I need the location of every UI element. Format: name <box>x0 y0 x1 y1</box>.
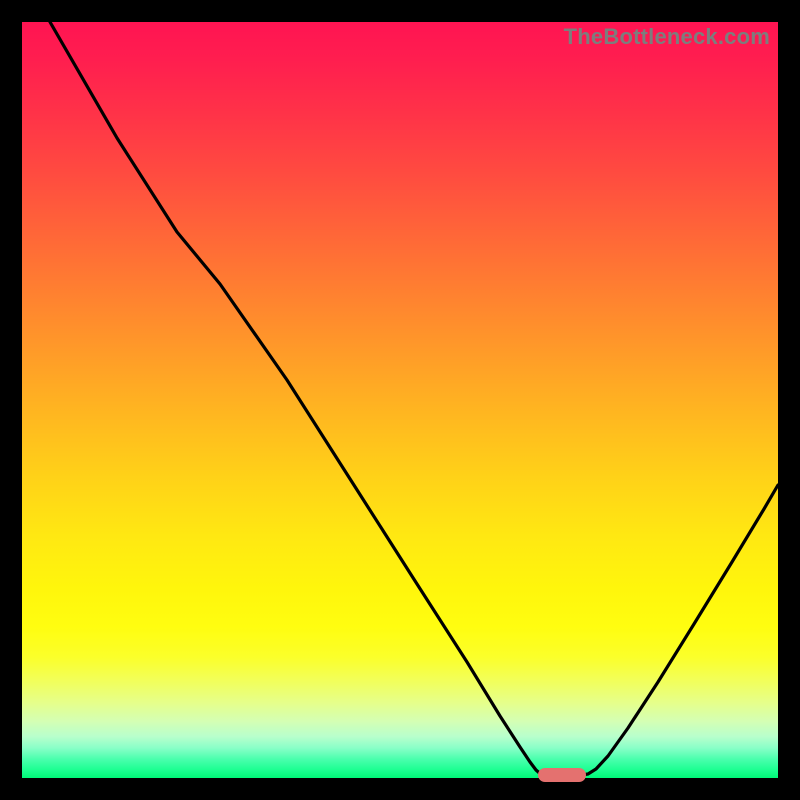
optimal-marker <box>538 768 586 782</box>
plot-area: TheBottleneck.com <box>22 22 778 778</box>
bottleneck-curve <box>22 22 778 778</box>
chart-frame: TheBottleneck.com <box>0 0 800 800</box>
